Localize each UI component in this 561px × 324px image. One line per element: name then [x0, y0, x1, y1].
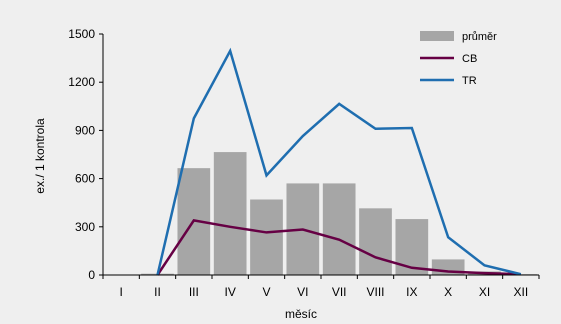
y-tick-label-300: 300 [75, 220, 95, 234]
legend-label-průměr: průměr [462, 31, 497, 43]
legend-label-TR: TR [462, 75, 477, 87]
bar-V [250, 199, 283, 275]
bar-VII [322, 183, 356, 275]
y-tick-label-900: 900 [75, 123, 95, 137]
x-tick-label-VI: VI [297, 285, 308, 299]
x-tick-label-V: V [262, 285, 270, 299]
y-tick-label-600: 600 [75, 172, 95, 186]
x-axis-label: měsíc [285, 307, 317, 321]
x-tick-label-IX: IX [406, 285, 417, 299]
legend-swatch-průměr [420, 31, 454, 41]
x-tick-label-III: III [189, 285, 199, 299]
x-tick-label-XII: XII [513, 285, 528, 299]
y-tick-label-0: 0 [88, 268, 95, 282]
x-tick-label-I: I [119, 285, 122, 299]
bars-layer [141, 152, 538, 275]
x-tick-label-XI: XI [479, 285, 490, 299]
x-tick-label-IV: IV [224, 285, 235, 299]
x-tick-label-VIII: VIII [366, 285, 384, 299]
y-tick-label-1200: 1200 [68, 75, 95, 89]
x-tick-label-II: II [154, 285, 161, 299]
legend-label-CB: CB [462, 53, 477, 65]
bar-VIII [359, 208, 392, 275]
lines-layer [156, 47, 522, 276]
x-tick-label-VII: VII [332, 285, 347, 299]
x-tick-label-X: X [444, 285, 452, 299]
y-axis-label: ex./ 1 kontrola [33, 118, 47, 194]
bar-IV [213, 152, 247, 275]
y-tick-label-1500: 1500 [68, 27, 95, 41]
legend: průměr CB TR [420, 31, 497, 87]
